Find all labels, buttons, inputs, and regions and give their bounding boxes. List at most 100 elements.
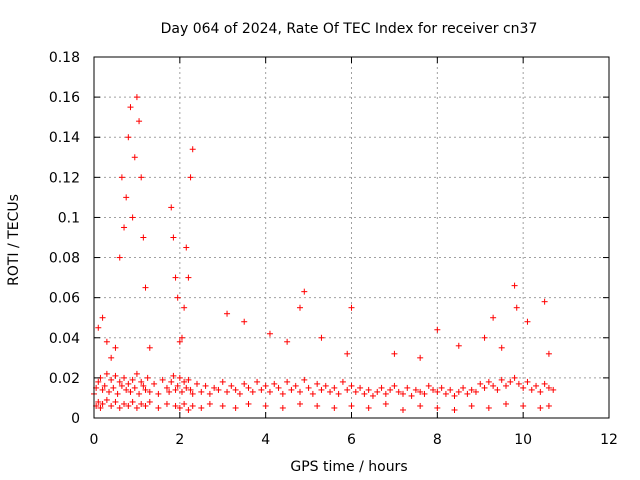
data-point <box>468 402 475 409</box>
data-point <box>185 406 192 413</box>
data-point <box>511 282 518 289</box>
data-point <box>219 402 226 409</box>
data-point <box>163 384 170 391</box>
data-point <box>507 378 514 385</box>
data-point <box>236 390 243 397</box>
data-point <box>189 146 196 153</box>
data-point <box>121 224 128 231</box>
data-point <box>292 382 299 389</box>
data-point <box>335 390 342 397</box>
y-tick-label: 0 <box>71 411 80 427</box>
data-point <box>434 326 441 333</box>
data-point <box>490 314 497 321</box>
data-point <box>365 404 372 411</box>
data-point <box>374 388 381 395</box>
data-point <box>241 318 248 325</box>
x-tick-labels: 0 2 4 6 8 10 12 <box>90 432 618 448</box>
data-point <box>537 388 544 395</box>
data-point <box>421 390 428 397</box>
data-point <box>318 386 325 393</box>
x-tick-label: 4 <box>261 432 270 448</box>
data-point <box>110 384 117 391</box>
data-point <box>136 118 143 125</box>
data-point <box>545 384 552 391</box>
data-point <box>442 390 449 397</box>
data-point <box>155 390 162 397</box>
data-point <box>142 284 149 291</box>
data-point <box>481 334 488 341</box>
data-point <box>408 392 415 399</box>
data-point <box>206 400 213 407</box>
data-point <box>266 388 273 395</box>
data-point <box>541 298 548 305</box>
data-point <box>331 404 338 411</box>
data-point <box>163 400 170 407</box>
data-point <box>224 310 231 317</box>
data-point <box>314 380 321 387</box>
data-point <box>434 404 441 411</box>
data-point <box>187 174 194 181</box>
data-point <box>114 390 121 397</box>
data-point <box>151 380 158 387</box>
data-point <box>178 334 185 341</box>
data-point <box>187 386 194 393</box>
data-point <box>112 344 119 351</box>
data-point <box>142 402 149 409</box>
y-tick-label: 0.12 <box>49 170 80 186</box>
data-point <box>131 384 138 391</box>
data-point <box>262 382 269 389</box>
data-point <box>97 404 104 411</box>
data-point <box>494 386 501 393</box>
data-point <box>219 378 226 385</box>
data-point <box>108 402 115 409</box>
data-point <box>513 304 520 311</box>
y-tick-label: 0.1 <box>58 210 80 226</box>
data-point <box>159 376 166 383</box>
y-axis-label: ROTI / TECUs <box>6 194 22 286</box>
data-point <box>185 376 192 383</box>
data-point <box>425 382 432 389</box>
data-point <box>348 382 355 389</box>
data-point <box>279 390 286 397</box>
data-point <box>133 370 140 377</box>
data-point <box>106 388 113 395</box>
data-point <box>232 404 239 411</box>
x-tick-label: 12 <box>600 432 618 448</box>
data-point <box>131 154 138 161</box>
data-point <box>545 402 552 409</box>
data-point <box>528 386 535 393</box>
data-point <box>434 388 441 395</box>
data-point <box>172 402 179 409</box>
data-point <box>451 406 458 413</box>
data-point <box>138 174 145 181</box>
data-point <box>198 404 205 411</box>
data-point <box>451 392 458 399</box>
chart-title: Day 064 of 2024, Rate Of TEC Index for r… <box>161 21 538 37</box>
data-point <box>400 406 406 413</box>
data-point <box>178 388 185 395</box>
data-point <box>460 384 467 391</box>
data-point <box>99 314 106 321</box>
data-point <box>369 392 376 399</box>
data-point <box>498 344 505 351</box>
data-point <box>185 274 192 281</box>
data-point <box>275 384 282 391</box>
data-point <box>176 374 183 381</box>
data-point <box>271 380 278 387</box>
x-tick-label: 8 <box>433 432 442 448</box>
data-points <box>91 94 557 413</box>
data-point <box>344 350 351 357</box>
data-point <box>198 388 205 395</box>
data-point <box>357 384 364 391</box>
data-point <box>490 382 497 389</box>
data-point <box>472 388 479 395</box>
data-point <box>284 378 291 385</box>
data-point <box>455 342 462 349</box>
data-point <box>129 398 136 405</box>
data-point <box>447 386 454 393</box>
data-point <box>215 386 222 393</box>
data-point <box>103 396 110 403</box>
data-point <box>95 324 102 331</box>
data-point <box>228 382 235 389</box>
